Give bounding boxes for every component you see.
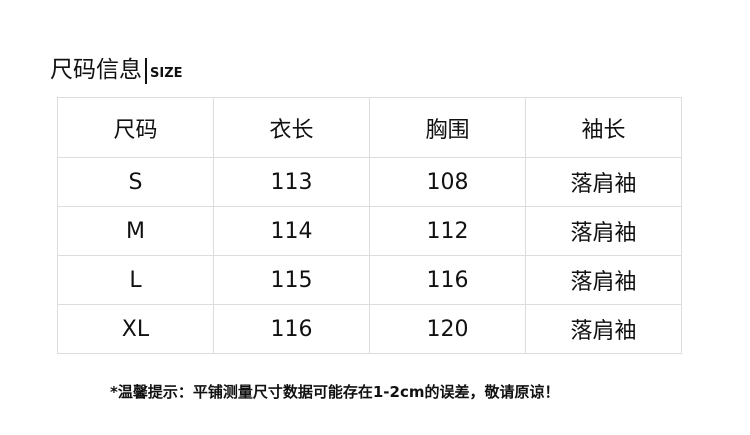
title-divider <box>145 58 147 84</box>
table-row: S 113 108 落肩袖 <box>57 157 682 207</box>
cell: 120 <box>368 304 527 354</box>
cell: 落肩袖 <box>525 304 682 354</box>
size-table: 尺码 衣长 胸围 袖长 S 113 108 落肩袖 M 114 112 落肩袖 … <box>57 97 682 354</box>
cell: 115 <box>212 255 371 305</box>
cell: 114 <box>212 206 371 256</box>
cell: 落肩袖 <box>525 255 682 305</box>
title-cn: 尺码信息 <box>50 57 142 83</box>
cell: S <box>57 157 214 207</box>
table-header-row: 尺码 衣长 胸围 袖长 <box>57 97 682 158</box>
title-en: SIZE <box>150 66 183 81</box>
cell: 116 <box>212 304 371 354</box>
cell: 113 <box>212 157 371 207</box>
measurement-note: *温馨提示：平铺测量尺寸数据可能存在1-2cm的误差，敬请原谅！ <box>110 383 560 401</box>
header-cell: 衣长 <box>212 97 371 158</box>
header-cell: 胸围 <box>368 97 527 158</box>
table-row: XL 116 120 落肩袖 <box>57 304 682 354</box>
header-cell: 袖长 <box>525 97 682 158</box>
cell: 108 <box>368 157 527 207</box>
cell: 112 <box>368 206 527 256</box>
cell: 116 <box>368 255 527 305</box>
cell: L <box>57 255 214 305</box>
cell: M <box>57 206 214 256</box>
section-title: 尺码信息 SIZE <box>50 50 183 84</box>
cell: 落肩袖 <box>525 206 682 256</box>
cell: 落肩袖 <box>525 157 682 207</box>
header-cell: 尺码 <box>57 97 214 158</box>
cell: XL <box>57 304 214 354</box>
table-row: L 115 116 落肩袖 <box>57 255 682 305</box>
table-row: M 114 112 落肩袖 <box>57 206 682 256</box>
